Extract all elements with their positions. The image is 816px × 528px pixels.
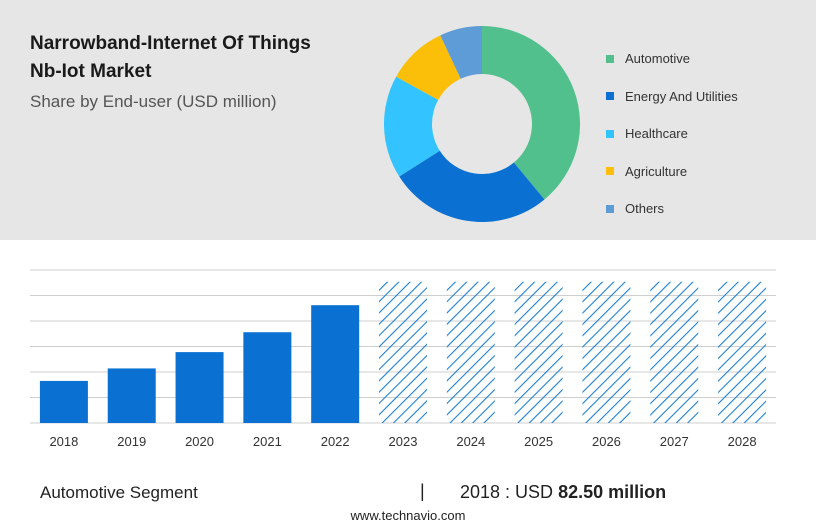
bar-2020 <box>175 352 224 423</box>
legend-label: Energy And Utilities <box>625 88 738 104</box>
x-tick-label: 2028 <box>728 434 757 449</box>
legend-label: Agriculture <box>625 163 688 179</box>
x-tick-label: 2027 <box>660 434 689 449</box>
chart-subtitle: Share by End-user (USD million) <box>30 92 277 111</box>
bar-2019 <box>107 368 156 423</box>
bar-2024 <box>446 281 495 423</box>
donut-slice-energy-and-utilities <box>399 150 545 222</box>
legend-item: Automotive <box>606 40 738 78</box>
segment-value: 2018 : USD 82.50 million <box>460 482 666 503</box>
value-amount: 82.50 million <box>558 482 667 502</box>
x-tick-label: 2019 <box>117 434 146 449</box>
legend-swatch <box>606 167 614 176</box>
bar-chart: 2018 2019 2020 2021 2022 2023 2024 2025 2026 2027… <box>30 269 776 449</box>
bar-2022 <box>311 305 360 423</box>
x-tick-label: 2021 <box>253 434 282 449</box>
legend-item: Agriculture <box>606 153 738 191</box>
donut-chart <box>384 26 580 222</box>
title-line-1: Narrowband-Internet Of Things <box>30 33 311 54</box>
bar-2023 <box>379 281 427 423</box>
bar-2021 <box>243 332 292 423</box>
legend-label: Automotive <box>625 51 691 67</box>
segment-label: Automotive Segment <box>40 483 198 502</box>
x-tick-label: 2023 <box>389 434 418 449</box>
legend-item: Healthcare <box>606 115 738 153</box>
bar-2028 <box>718 281 767 423</box>
bar-2027 <box>650 281 699 423</box>
donut-slice-others <box>440 26 482 79</box>
legend-item: Energy And Utilities <box>606 78 738 116</box>
chart-title: Narrowband-Internet Of Things Nb-Iot Mar… <box>30 30 370 86</box>
x-tick-label: 2022 <box>321 434 350 449</box>
legend-swatch <box>606 129 614 138</box>
legend-swatch <box>606 204 614 213</box>
donut-legend: Automotive Energy And Utilities Healthcare… <box>606 40 738 228</box>
x-tick-label: 2020 <box>185 434 214 449</box>
source-link[interactable]: www.technavio.com <box>350 508 466 523</box>
value-prefix: 2018 : USD <box>460 482 554 502</box>
donut-slice-agriculture <box>396 35 461 100</box>
bar-2025 <box>514 281 563 423</box>
footer-separator: | <box>420 481 425 501</box>
x-tick-label: 2025 <box>524 434 553 449</box>
bar-2026 <box>582 281 631 423</box>
x-tick-label: 2018 <box>49 434 78 449</box>
title-line-2: Nb-Iot Market <box>30 61 152 82</box>
donut-slice-automotive <box>482 26 580 200</box>
x-tick-label: 2026 <box>592 434 621 449</box>
legend-label: Healthcare <box>625 126 688 142</box>
donut-slice-healthcare <box>384 76 440 177</box>
legend-swatch <box>606 92 614 101</box>
legend-swatch <box>606 54 614 63</box>
bar-2018 <box>39 380 88 423</box>
x-tick-label: 2024 <box>456 434 485 449</box>
legend-item: Others <box>606 190 738 228</box>
legend-label: Others <box>625 201 665 217</box>
